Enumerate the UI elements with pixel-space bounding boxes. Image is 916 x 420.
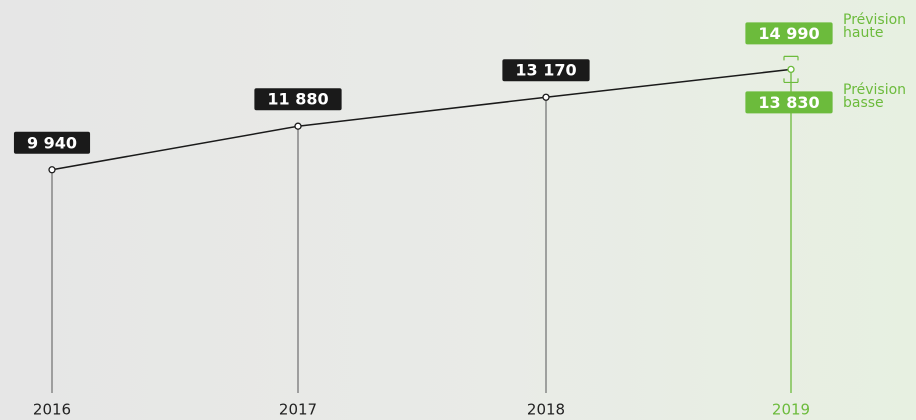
legend-low: Prévision basse xyxy=(843,82,907,111)
point xyxy=(542,93,550,101)
forecast-low xyxy=(783,78,799,84)
x-tick-label: 2017 xyxy=(279,401,317,419)
x-tick-label: 2018 xyxy=(527,401,565,419)
value-label: 9 940 xyxy=(27,133,77,152)
point xyxy=(294,122,302,130)
forecast-high xyxy=(783,55,799,61)
value-label-bg xyxy=(745,91,833,114)
value-label: 13 170 xyxy=(515,61,576,80)
data-line xyxy=(51,68,792,171)
x-tick-label: 2019 xyxy=(772,401,810,419)
point xyxy=(48,166,56,174)
value-label-bg xyxy=(745,22,833,45)
value-label-bg xyxy=(13,131,91,154)
value-label: 14 990 xyxy=(758,24,819,43)
value-label: 11 880 xyxy=(267,90,328,109)
x-tick-label: 2016 xyxy=(33,401,71,419)
value-label-bg xyxy=(502,59,590,82)
value-label-bg xyxy=(254,88,342,111)
value-label: 13 830 xyxy=(758,93,819,112)
point xyxy=(787,65,795,74)
legend-high: Prévision haute xyxy=(843,12,907,41)
